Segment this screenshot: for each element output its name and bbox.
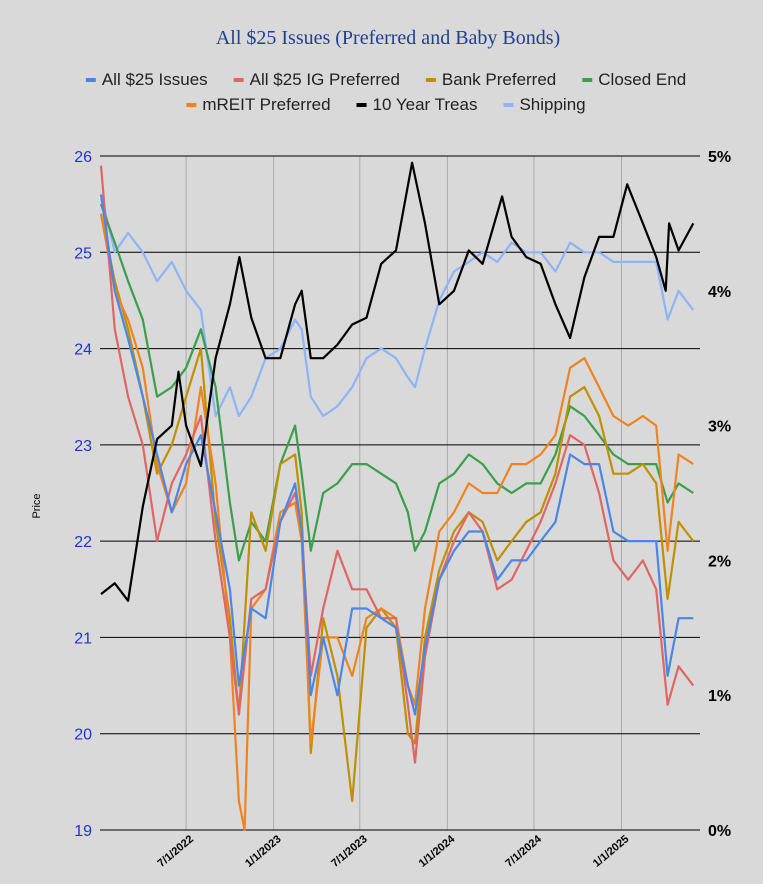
left-tick-label: 25 — [74, 245, 92, 262]
y-axis-label: Price — [31, 493, 43, 518]
legend-entry: Bank Preferred — [442, 70, 556, 89]
chart-title: All $25 Issues (Preferred and Baby Bonds… — [216, 27, 560, 49]
right-axis-ticks: 0% 1% 2% 3% 4% 5% — [708, 149, 731, 840]
left-tick-label: 21 — [74, 630, 92, 647]
legend-entry: Shipping — [519, 95, 585, 114]
series-lines — [99, 161, 695, 832]
horizontal-gridlines — [100, 155, 700, 831]
legend-swatch — [356, 103, 367, 107]
legend-swatch — [425, 78, 436, 82]
right-tick-label: 4% — [708, 284, 731, 301]
legend-entry: mREIT Preferred — [202, 95, 330, 114]
right-tick-label: 5% — [708, 149, 731, 166]
legend-swatch — [85, 78, 96, 82]
right-tick-label: 0% — [708, 823, 731, 840]
series-line-mreit-preferred — [99, 213, 694, 832]
legend-swatch — [503, 103, 514, 107]
left-tick-label: 19 — [74, 823, 92, 840]
left-tick-label: 22 — [74, 534, 92, 551]
legend-swatch — [186, 103, 197, 107]
series-line-10-year-treas — [100, 161, 695, 602]
right-tick-label: 2% — [708, 553, 731, 570]
right-tick-label: 3% — [708, 419, 731, 436]
left-tick-label: 26 — [74, 149, 92, 166]
legend-entry: 10 Year Treas — [373, 95, 478, 114]
left-axis-ticks: 19 20 21 22 23 24 25 26 — [74, 149, 92, 840]
left-tick-label: 23 — [74, 438, 92, 455]
legend: All $25 Issues All $25 IG Preferred Bank P… — [85, 70, 686, 114]
legend-entry: All $25 IG Preferred — [250, 70, 400, 89]
legend-entry: All $25 Issues — [102, 70, 208, 89]
left-tick-label: 24 — [74, 342, 92, 359]
left-tick-label: 20 — [74, 727, 92, 744]
legend-swatch — [582, 78, 593, 82]
legend-entry: Closed End — [598, 70, 686, 89]
series-line-all-25-issues — [99, 194, 694, 716]
legend-swatch — [233, 78, 244, 82]
right-tick-label: 1% — [708, 688, 731, 705]
series-line-closed-end — [99, 203, 694, 562]
